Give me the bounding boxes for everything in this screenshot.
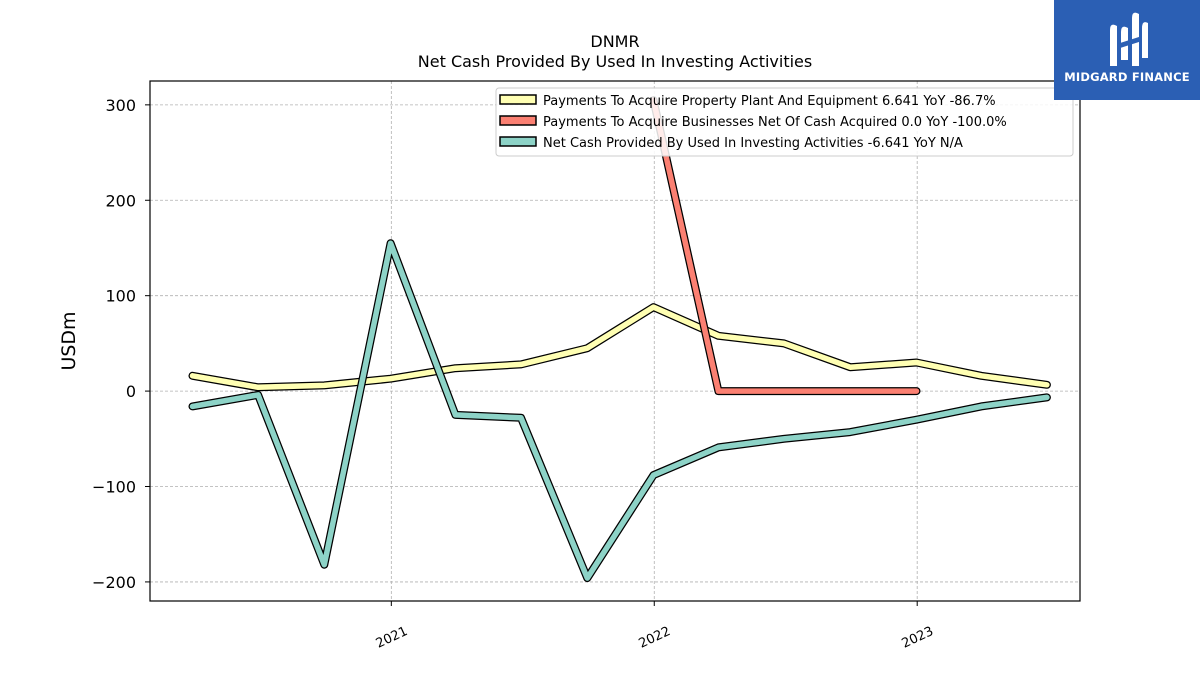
series-line-0 [189,304,1050,391]
y-tick-label: 100 [105,287,136,306]
midgard-finance-logo: MIDGARD FINANCE [1054,0,1200,100]
legend-swatch-1 [499,115,537,126]
series-line-1 [650,97,920,394]
midgard-m-logo-icon [1110,12,1148,67]
x-tick-label: 2021 [374,624,410,652]
series-outline-0 [188,303,1051,392]
y-tick-label: 300 [105,96,136,115]
y-tick-label: −100 [92,478,136,497]
plot-frame [149,80,1081,602]
x-tick-label: 2022 [637,624,673,652]
legend-label-0: Payments To Acquire Property Plant And E… [543,94,996,109]
grid [150,81,1080,601]
legend-swatch-0 [499,94,537,105]
y-tick-label: 0 [126,382,136,401]
legend-label-2: Net Cash Provided By Used In Investing A… [543,136,963,151]
chart-title: DNMR [590,32,639,51]
y-axis-label: USDm [58,311,80,370]
chart-subtitle: Net Cash Provided By Used In Investing A… [418,52,812,71]
legend-swatch-2 [499,136,537,147]
series-lines [188,96,1051,583]
legend-box [495,87,1074,157]
axis-ticks: −200 −100 0 100 200 300 2021 2022 2023 [92,96,936,652]
logo-text: MIDGARD FINANCE [1064,70,1190,84]
x-tick-label: 2023 [900,624,936,652]
y-tick-label: 200 [105,191,136,210]
y-tick-label: −200 [92,573,136,592]
series-line-2 [189,240,1050,581]
legend: Payments To Acquire Property Plant And E… [495,87,1074,157]
legend-label-1: Payments To Acquire Businesses Net Of Ca… [543,115,1007,130]
